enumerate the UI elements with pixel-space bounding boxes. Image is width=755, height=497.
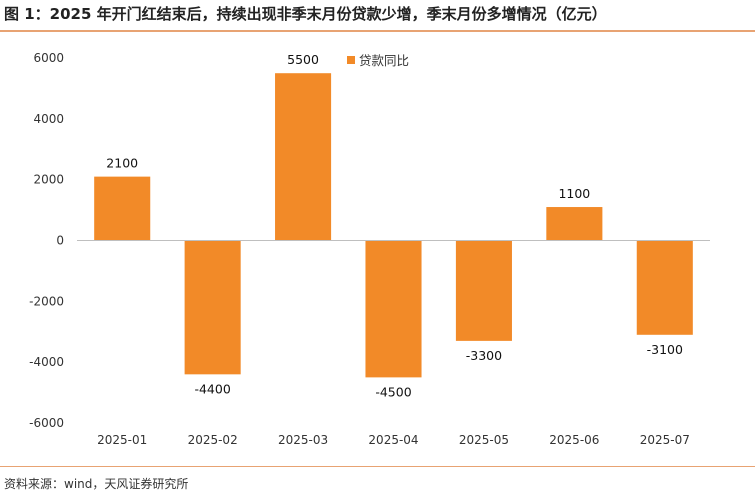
bars [94, 73, 693, 378]
y-tick-label: 6000 [33, 51, 64, 65]
bar-value-label: 1100 [558, 186, 590, 201]
x-tick-label: 2025-02 [188, 433, 238, 447]
legend-swatch [347, 56, 355, 64]
x-axis-ticks: 2025-01 2025-02 2025-03 2025-04 2025-05 2025-… [97, 433, 690, 447]
bar-value-label: -3300 [466, 348, 502, 363]
bar [94, 176, 151, 241]
figure-title: 图 1：2025 年开门红结束后，持续出现非季末月份贷款少增，季末月份多增情况（… [4, 5, 607, 23]
footer-divider [0, 466, 755, 467]
x-tick-label: 2025-04 [368, 433, 418, 447]
title-divider [0, 30, 755, 32]
x-tick-label: 2025-05 [459, 433, 509, 447]
bar-chart: -6000 -4000 -2000 0 2000 4000 6000 2100 -4400 55… [29, 51, 710, 447]
bar-value-label: 5500 [287, 52, 319, 67]
x-tick-label: 2025-06 [549, 433, 599, 447]
legend-label: 贷款同比 [359, 53, 409, 68]
bar [275, 73, 332, 241]
data-labels: 2100 -4400 5500 -4500 -3300 1100 -3100 [106, 52, 683, 399]
bar-value-label: -3100 [647, 342, 683, 357]
y-tick-label: -4000 [29, 355, 64, 369]
y-tick-label: -2000 [29, 294, 64, 308]
bar [546, 207, 603, 241]
y-axis-ticks: -6000 -4000 -2000 0 2000 4000 6000 [29, 51, 64, 430]
y-tick-label: 0 [56, 234, 64, 248]
bar-value-label: 2100 [106, 156, 138, 171]
bar [365, 240, 422, 378]
source-note: 资料来源：wind，天风证券研究所 [4, 477, 189, 491]
x-tick-label: 2025-03 [278, 433, 328, 447]
bar-value-label: -4400 [194, 381, 230, 396]
x-tick-label: 2025-07 [640, 433, 690, 447]
bar-value-label: -4500 [375, 384, 411, 399]
y-tick-label: 4000 [33, 112, 64, 126]
bar [455, 240, 512, 341]
x-tick-label: 2025-01 [97, 433, 147, 447]
bar [636, 240, 693, 335]
legend: 贷款同比 [347, 53, 409, 68]
y-tick-label: -6000 [29, 416, 64, 430]
y-tick-label: 2000 [33, 173, 64, 187]
bar [184, 240, 241, 375]
